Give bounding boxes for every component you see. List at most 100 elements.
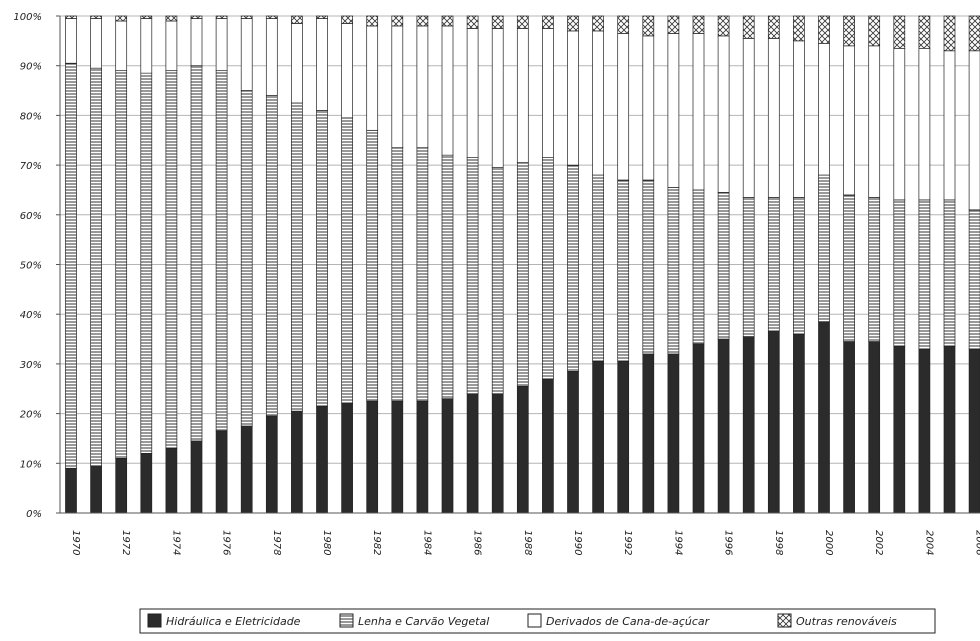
bar-segment [918,348,931,514]
legend-label: Lenha e Carvão Vegetal [358,615,489,628]
bar-segment [642,353,655,514]
bar-segment [316,15,328,19]
legend-swatch [527,613,542,628]
bar-segment [793,197,805,335]
bar-segment [165,15,178,22]
bar-segment [542,378,554,514]
bar-segment [316,405,328,514]
bar-segment [391,25,404,149]
bar-segment [818,42,830,176]
bar-segment [516,162,529,387]
bar-segment [918,199,931,350]
bar-segment [893,47,906,201]
bar-segment [818,15,830,44]
bar-segment [366,129,379,402]
bar-segment [190,18,203,67]
bar-segment [968,348,980,514]
x-tick-label: 1992 [622,530,633,555]
bar-segment [592,174,604,362]
legend-swatch [777,613,792,628]
bar-segment [617,15,630,34]
y-tick-label: 30% [20,360,42,371]
bar-segment [441,15,454,27]
bar-segment [592,15,604,32]
bar-segment [491,28,504,168]
bar-segment [491,393,504,514]
bar-segment [366,25,379,131]
y-tick-label: 10% [20,459,42,470]
x-tick-label: 1970 [70,530,81,555]
bar-segment [240,18,253,91]
x-tick-label: 2000 [823,530,834,555]
bar-segment [341,15,353,24]
bar-segment [968,50,980,211]
bar-segment [140,453,153,514]
bar-segment [943,15,956,52]
bar-segment [115,20,128,72]
bar-segment [215,15,228,19]
bar-segment [592,30,604,176]
bar-segment [893,15,906,49]
bar-segment [265,15,278,19]
x-tick-label: 1998 [773,530,784,555]
bar-segment [868,45,881,198]
bar-segment [516,28,529,163]
bar-segment [567,15,579,32]
bar-segment [918,15,931,49]
bar-segment [265,415,278,514]
bar-segment [416,15,429,27]
bar-segment [642,35,655,181]
bar-segment [968,15,980,52]
axes [59,16,980,514]
y-tick-label: 60% [20,211,42,222]
x-tick-label: 2006 [974,530,980,555]
bar-segment [617,179,630,362]
bar-segment [767,197,780,332]
bar-segment [542,15,554,29]
bar-segment [391,15,404,27]
bar-segment [843,15,855,47]
bar-segment [215,70,228,432]
bar-segment [90,465,102,514]
bar-segment [291,15,303,24]
bar-segment [717,35,730,193]
legend-label: Derivados de Cana-de-açúcar [546,615,711,628]
bar-segment [190,15,203,19]
bar-segment [240,15,253,19]
bar-segment [140,15,153,19]
y-tick-label: 50% [20,261,42,272]
y-tick-label: 100% [13,12,42,23]
bar-segment [793,333,805,514]
bar-segment [617,361,630,514]
bar-segment [441,25,454,156]
bar-segment [140,18,153,74]
bar-segment [190,440,203,514]
bar-segment [316,18,328,111]
bar-segment [90,15,102,19]
bar-segment [767,15,780,39]
bar-segment [491,167,504,395]
bar-segment [667,15,680,34]
bar-segment [642,15,655,37]
bar-segment [366,400,379,514]
bar-segment [190,65,203,442]
y-axis-ticks: 0% 10% 20% 30% 40% 50% 60% 70% 80% 90% 100% [13,12,60,520]
bar-segment [115,70,128,459]
x-tick-label: 2004 [923,530,934,555]
bar-segment [843,45,855,196]
bar-segment [341,403,353,514]
bar-segment [918,47,931,201]
bar-segment [567,30,579,166]
bar-segment [868,341,881,514]
bar-segment [215,430,228,514]
y-tick-label: 90% [20,62,42,73]
bar-segment [868,197,881,342]
x-tick-label: 1996 [723,530,734,555]
bar-segment [717,192,730,340]
bar-segment [667,187,680,355]
x-tick-label: 1982 [371,530,382,555]
bar-segment [843,194,855,342]
bars [65,15,980,514]
x-tick-label: 1972 [120,530,131,555]
